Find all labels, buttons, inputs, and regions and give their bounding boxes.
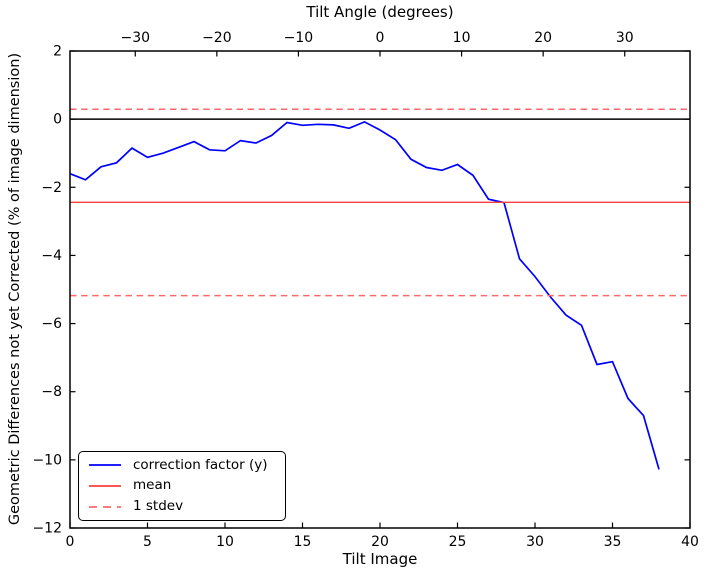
x-tick-label: 40 <box>681 534 699 550</box>
legend-item-mean: mean <box>87 479 279 493</box>
x-tick-label: 25 <box>449 534 467 550</box>
plot-border <box>69 50 691 529</box>
legend-label: mean <box>133 477 172 494</box>
top-tick-label: −30 <box>120 30 150 46</box>
x-tick-label: 30 <box>526 534 544 550</box>
legend-line-sample-blue <box>89 464 121 467</box>
top-tick-label: 10 <box>453 30 471 46</box>
y-tick-label: −2 <box>41 180 62 196</box>
top-tick-label: 20 <box>534 30 552 46</box>
x-axis-label: Tilt Image <box>342 550 418 568</box>
x-tick-label: 20 <box>371 534 389 550</box>
legend-item-correction-factor: correction factor (y) <box>87 456 279 473</box>
legend-label: 1 stdev <box>133 497 184 514</box>
x-tick-label: 35 <box>604 534 622 550</box>
y-tick-label: −4 <box>41 248 62 264</box>
top-axis-title: Tilt Angle (degrees) <box>306 3 454 21</box>
top-tick-label: −20 <box>202 30 232 46</box>
legend-label: correction factor (y) <box>133 456 268 473</box>
y-tick-label: −8 <box>41 384 62 400</box>
x-tick-label: 15 <box>294 534 312 550</box>
legend-line-sample-red-dashed <box>89 505 121 508</box>
legend: correction factor (y) mean 1 stdev <box>78 451 286 521</box>
y-tick-label: −6 <box>41 316 62 332</box>
legend-item-stdev: 1 stdev <box>87 497 279 514</box>
x-tick-label: 5 <box>143 534 152 550</box>
y-tick-label: 0 <box>53 112 62 128</box>
y-tick-label: −10 <box>32 452 62 468</box>
x-tick-label: 10 <box>216 534 234 550</box>
top-tick-label: 30 <box>616 30 634 46</box>
correction-factor-line <box>69 120 660 470</box>
y-tick-label: 2 <box>53 44 62 60</box>
x-tick-label: 0 <box>66 534 75 550</box>
top-tick-label: 0 <box>376 30 385 46</box>
top-tick-label: −10 <box>284 30 314 46</box>
y-tick-label: −12 <box>32 521 62 537</box>
legend-line-sample-red <box>89 485 121 487</box>
